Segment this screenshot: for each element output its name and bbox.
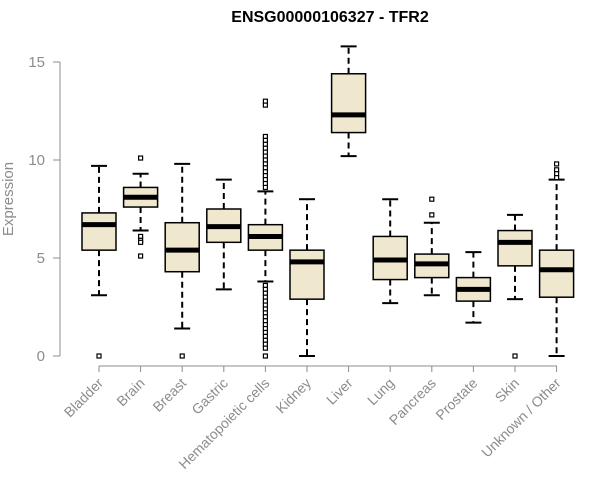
outlier-point	[512, 353, 518, 359]
y-tick-label: 10	[28, 152, 45, 169]
box-skin	[497, 213, 533, 359]
box-unknown-other	[538, 161, 575, 357]
outlier-point	[96, 353, 102, 359]
x-tick-label-brain: Brain	[113, 375, 147, 409]
outlier-point	[138, 239, 144, 245]
outlier-point	[262, 345, 268, 351]
box-kidney	[289, 198, 325, 357]
outlier-point	[553, 161, 560, 167]
outlier-point	[429, 196, 435, 202]
x-tick-label-kidney: Kidney	[273, 375, 315, 417]
outlier-point	[138, 253, 144, 259]
outlier-point	[429, 212, 435, 218]
y-tick-label: 0	[37, 348, 45, 365]
box-prostate	[455, 251, 492, 324]
box-breast	[164, 162, 200, 359]
y-axis-ticks: 0 5 10 15	[28, 54, 60, 365]
outlier-point	[262, 102, 268, 108]
outlier-point	[138, 155, 144, 161]
box-iqr	[81, 212, 117, 251]
x-tick-label-liver: Liver	[323, 375, 356, 408]
x-tick-label-breast: Breast	[149, 375, 189, 415]
x-tick-label-prostate: Prostate	[432, 375, 480, 423]
outlier-point	[553, 175, 560, 181]
boxes-group	[81, 45, 575, 359]
box-gastric	[206, 178, 242, 291]
box-iqr	[538, 249, 575, 298]
x-tick-label-skin: Skin	[492, 375, 523, 406]
x-tick-label-unknown-other: Unknown / Other	[478, 375, 564, 461]
box-pancreas	[414, 196, 450, 297]
box-bladder	[81, 164, 117, 359]
box-iqr	[330, 73, 367, 134]
box-iqr	[289, 249, 325, 300]
box-liver	[330, 45, 367, 158]
chart-title: ENSG00000106327 - TFR2	[231, 9, 429, 26]
y-tick-label: 5	[37, 250, 45, 267]
box-iqr	[497, 229, 533, 267]
y-axis-label: Expression	[0, 162, 17, 236]
x-tick-label-bladder: Bladder	[61, 375, 107, 421]
box-iqr	[164, 221, 200, 273]
box-lung	[372, 198, 408, 305]
x-tick-label-lung: Lung	[364, 375, 397, 408]
box-brain	[122, 155, 159, 259]
y-tick-label: 15	[28, 54, 45, 71]
outlier-point	[179, 353, 185, 359]
outlier-point	[262, 184, 268, 191]
box-hematopoietic-cells	[247, 98, 284, 359]
outlier-point	[262, 353, 268, 359]
